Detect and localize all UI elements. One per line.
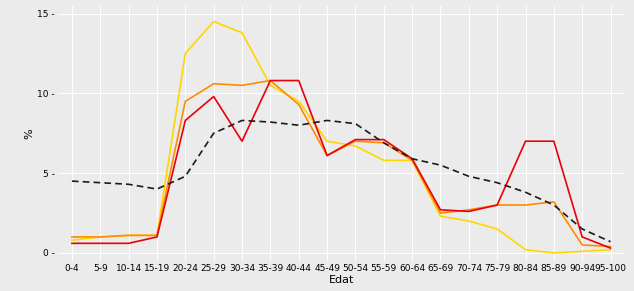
Y-axis label: %: % [25, 128, 35, 139]
X-axis label: Edat: Edat [328, 276, 354, 285]
